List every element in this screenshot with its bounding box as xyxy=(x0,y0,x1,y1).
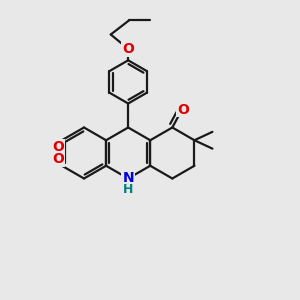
Text: O: O xyxy=(177,103,189,116)
Text: H: H xyxy=(123,183,134,196)
Text: O: O xyxy=(52,140,64,154)
Text: O: O xyxy=(122,42,134,56)
Text: N: N xyxy=(122,172,134,185)
Text: O: O xyxy=(52,152,64,167)
